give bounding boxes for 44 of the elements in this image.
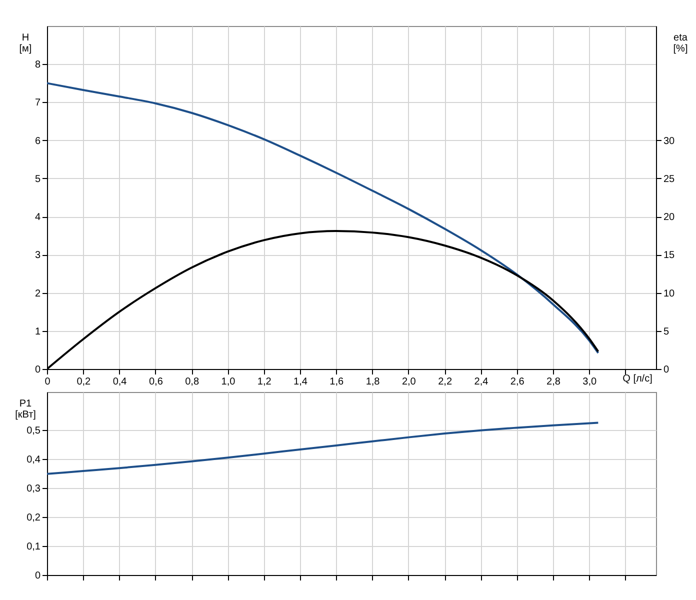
- x-tick-label: 1,0: [221, 376, 236, 388]
- x-tick-label: 3,0: [582, 376, 598, 388]
- y-tick-label: 0,2: [26, 512, 41, 524]
- y2-tick-label: 30: [664, 136, 676, 147]
- x-tick-label: 0,2: [76, 376, 92, 388]
- x-tick-label: 1,4: [294, 376, 308, 388]
- y-tick-label: 1: [34, 326, 41, 338]
- y-tick-label: 5: [34, 174, 41, 185]
- y-tick-label: 0,4: [26, 454, 41, 466]
- x-tick-label: 1,8: [366, 376, 380, 388]
- y2-tick-label: 20: [664, 212, 676, 224]
- y2-tick-label: 15: [664, 250, 676, 262]
- y-axis-title: P1 [кВт]: [15, 398, 36, 420]
- x-tick-label: 2,6: [510, 376, 525, 388]
- y2-axis-title: eta [%]: [673, 32, 688, 54]
- x-tick-label: 1,2: [257, 376, 272, 388]
- y-axis-title: H [м]: [19, 32, 32, 54]
- line-series: [47, 82, 600, 354]
- y2-tick-label: 25: [664, 174, 676, 185]
- x-tick-label: 0,6: [148, 376, 164, 388]
- y-tick-label: 0: [34, 364, 41, 376]
- x-tick-label: 0,8: [185, 376, 200, 388]
- y-tick-label: 0,5: [26, 425, 41, 436]
- y-tick-label: 6: [34, 136, 41, 147]
- y-tick-label: 0,3: [26, 483, 41, 494]
- x-axis-title: Q [л/с]: [622, 374, 653, 384]
- y-tick-label: 4: [34, 212, 41, 224]
- line-series: [47, 422, 600, 475]
- x-tick-label: 0,4: [112, 376, 128, 388]
- y2-tick-label: 10: [664, 288, 676, 300]
- y-tick-label: 2: [34, 288, 41, 300]
- y-tick-label: 3: [34, 250, 41, 262]
- y-tick-label: 0: [34, 570, 41, 582]
- y-tick-label: 7: [34, 98, 41, 109]
- y2-tick-label: 5: [664, 326, 670, 338]
- x-tick-label: 1,6: [330, 376, 344, 388]
- x-tick-label: 2,2: [438, 376, 452, 388]
- y-tick-label: 8: [34, 60, 41, 71]
- x-tick-label: 2,0: [402, 376, 416, 388]
- y2-tick-label: 0: [664, 364, 670, 376]
- x-tick-label: 2,8: [546, 376, 561, 388]
- y-tick-label: 0,1: [26, 541, 41, 552]
- x-tick-label: 2,4: [474, 376, 489, 388]
- x-tick-label: 0: [44, 376, 51, 388]
